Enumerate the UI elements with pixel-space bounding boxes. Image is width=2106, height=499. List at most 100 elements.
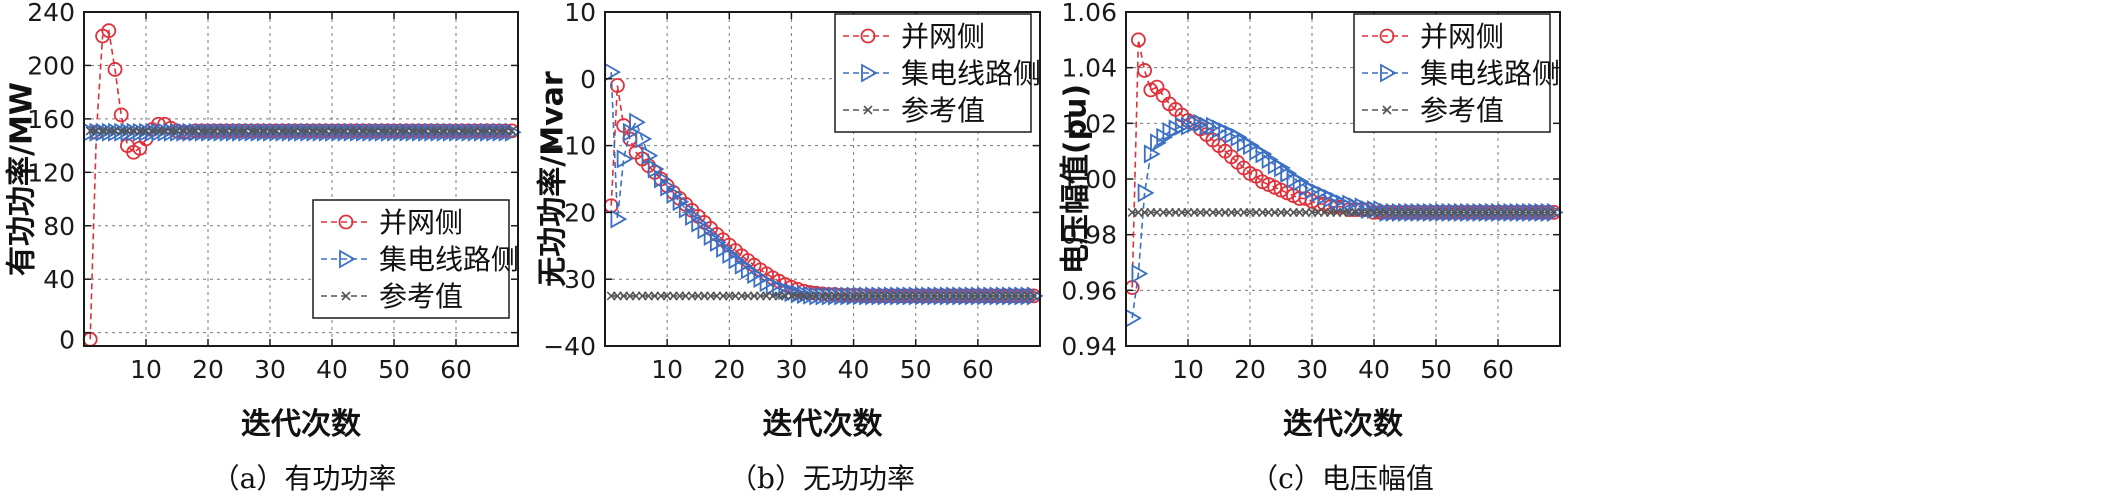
y-tick-label: 200	[27, 51, 75, 80]
x-axis-title: 迭代次数	[763, 407, 884, 442]
y-tick-label: −20	[543, 198, 596, 227]
x-tick-label: 40	[1358, 355, 1390, 384]
y-tick-label: 80	[43, 212, 75, 241]
x-tick-label: 50	[900, 355, 932, 384]
data-point	[1131, 32, 1146, 48]
data-point	[610, 209, 628, 229]
x-tick-label: 50	[378, 355, 410, 384]
x-tick-label: 60	[962, 355, 994, 384]
legend-entry: 集电线路侧	[843, 57, 1041, 90]
y-tick-label: −10	[543, 132, 596, 161]
x-tick-label: 20	[713, 355, 745, 384]
legend-marker	[341, 291, 351, 301]
x-tick-label: 30	[1296, 355, 1328, 384]
legend-marker	[1379, 28, 1395, 44]
x-axis-title: 迭代次数	[1283, 407, 1404, 442]
x-axis-title: 迭代次数	[241, 407, 362, 442]
x-tick-label: 20	[1234, 355, 1266, 384]
x-tick-label: 10	[651, 355, 683, 384]
data-point	[101, 23, 117, 39]
legend-marker	[863, 105, 873, 115]
legend-label: 并网侧	[901, 20, 985, 53]
data-point	[635, 129, 653, 149]
data-point	[1137, 63, 1152, 78]
legend-marker	[860, 28, 876, 44]
data-point	[610, 78, 625, 93]
figure-caption: （c）电压幅值	[1250, 462, 1434, 495]
x-tick-label: 30	[254, 355, 286, 384]
series-collector-side-c	[1125, 113, 1564, 328]
y-tick-label: 120	[27, 158, 75, 187]
legend-marker	[339, 249, 356, 269]
series-reference-a	[85, 126, 517, 136]
figure-caption: （a）有功功率	[212, 462, 397, 495]
data-point	[113, 107, 129, 123]
y-axis-title: 无功功率/Mvar	[536, 71, 571, 287]
series-reference-b	[606, 291, 1039, 301]
legend-entry: 参考值	[843, 94, 985, 127]
legend-entry: 参考值	[321, 280, 463, 313]
legend-entry: 并网侧	[1362, 20, 1504, 53]
plot-frame	[83, 11, 519, 347]
legend-entry: 并网侧	[321, 206, 463, 239]
x-tick-label: 10	[1172, 355, 1204, 384]
legend-label: 并网侧	[1420, 20, 1504, 53]
series-reference-c	[1127, 207, 1559, 217]
x-tick-label: 40	[838, 355, 870, 384]
data-point	[629, 112, 646, 132]
y-tick-label: −30	[543, 265, 596, 294]
y-tick-label: 0	[59, 325, 75, 354]
data-point	[107, 62, 123, 77]
data-point	[507, 126, 517, 136]
legend-label: 参考值	[901, 94, 985, 127]
y-tick-label: 1.04	[1061, 54, 1117, 83]
x-tick-label: 10	[130, 355, 162, 384]
chart-panel-b: 10 20 30 40 50 60 −40 −30 −20 −10 0 10 迭代次数 无功功率/Mvar…	[536, 0, 1044, 495]
y-axis-title: 有功功率/MW	[5, 82, 40, 276]
legend-marker	[338, 214, 354, 230]
data-point	[1131, 264, 1149, 284]
y-tick-label: 0.96	[1061, 276, 1117, 305]
y-tick-label: 160	[27, 105, 75, 134]
x-tick-label: 50	[1420, 355, 1452, 384]
legend-label: 参考值	[379, 280, 463, 313]
legend-entry: 集电线路侧	[321, 243, 519, 276]
legend-label: 集电线路侧	[901, 57, 1041, 90]
y-tick-label: 1.02	[1061, 109, 1117, 138]
x-tick-label: 60	[440, 355, 472, 384]
data-point	[1029, 291, 1039, 301]
legend-entry: 参考值	[1362, 94, 1504, 127]
y-tick-label: 10	[564, 0, 596, 27]
data-point	[1137, 183, 1155, 203]
y-tick-label: 0.98	[1061, 221, 1117, 250]
legend-label: 并网侧	[379, 206, 463, 239]
data-point	[616, 149, 634, 169]
x-tick-label: 60	[1482, 355, 1514, 384]
y-tick-label: 1.00	[1061, 165, 1117, 194]
legend-marker	[1380, 63, 1397, 83]
legend-entry: 并网侧	[843, 20, 985, 53]
chart-panel-a: 10 20 30 40 50 60 0 40 80 120 160 200 240 迭代次数 有功功率/MW…	[5, 0, 522, 495]
legend-label: 集电线路侧	[379, 243, 519, 276]
y-tick-label: 1.06	[1061, 0, 1117, 27]
y-tick-label: 0.94	[1061, 332, 1117, 361]
x-tick-label: 20	[192, 355, 224, 384]
series-collector-side-a	[83, 122, 522, 142]
data-point	[504, 122, 522, 142]
data-point	[1549, 207, 1559, 217]
y-tick-label: 240	[27, 0, 75, 27]
legend-label: 集电线路侧	[1420, 57, 1560, 90]
legend-label: 参考值	[1420, 94, 1504, 127]
plot-frame	[604, 11, 1041, 347]
chart-panel-c: 10 20 30 40 50 60 0.94 0.96 0.98 1.00 1.02 1.04 1.06…	[1059, 0, 1564, 495]
legend-entry: 集电线路侧	[1362, 57, 1560, 90]
y-tick-label: 40	[43, 265, 75, 294]
figure-caption: （b）无功功率	[729, 462, 915, 495]
y-tick-label: 0	[580, 65, 596, 94]
x-tick-label: 40	[316, 355, 348, 384]
